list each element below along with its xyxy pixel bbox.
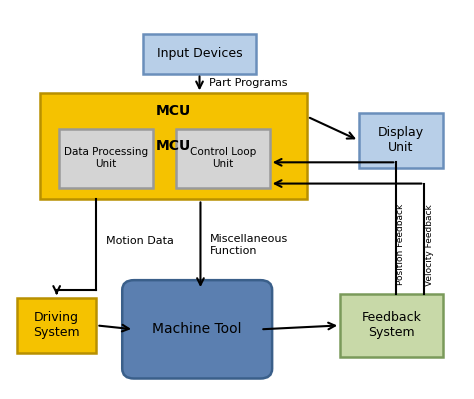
FancyBboxPatch shape: [143, 34, 256, 73]
FancyBboxPatch shape: [59, 129, 153, 188]
Text: Data Processing
Unit: Data Processing Unit: [64, 147, 148, 169]
FancyBboxPatch shape: [359, 113, 443, 168]
Text: Part Programs: Part Programs: [209, 79, 287, 89]
Text: Driving
System: Driving System: [33, 311, 80, 340]
FancyBboxPatch shape: [340, 294, 443, 357]
Text: Position Feedback: Position Feedback: [396, 204, 405, 285]
FancyBboxPatch shape: [17, 298, 97, 353]
Text: MCU: MCU: [156, 139, 191, 153]
Text: Velocity Feedback: Velocity Feedback: [425, 204, 434, 286]
Text: MCU: MCU: [156, 104, 191, 118]
Text: Control Loop
Unit: Control Loop Unit: [190, 147, 256, 169]
Text: Miscellaneous
Function: Miscellaneous Function: [210, 234, 288, 255]
FancyBboxPatch shape: [40, 93, 307, 200]
FancyBboxPatch shape: [176, 129, 270, 188]
Text: Input Devices: Input Devices: [157, 47, 242, 60]
Text: Motion Data: Motion Data: [106, 236, 173, 246]
FancyBboxPatch shape: [122, 280, 272, 379]
Text: Display
Unit: Display Unit: [378, 126, 424, 154]
Text: Machine Tool: Machine Tool: [153, 322, 242, 336]
Text: Feedback
System: Feedback System: [362, 311, 421, 340]
